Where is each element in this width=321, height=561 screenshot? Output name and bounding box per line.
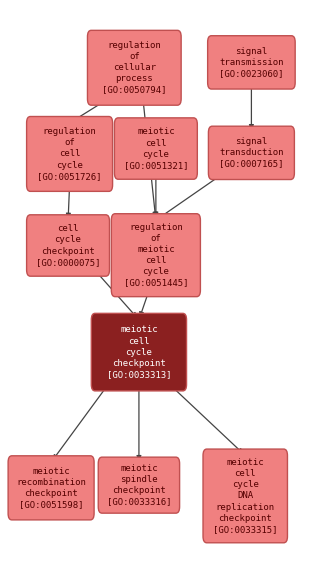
FancyBboxPatch shape <box>27 215 109 276</box>
FancyBboxPatch shape <box>27 117 113 191</box>
Text: meiotic
cell
cycle
DNA
replication
checkpoint
[GO:0033315]: meiotic cell cycle DNA replication check… <box>213 458 277 534</box>
Text: meiotic
cell
cycle
checkpoint
[GO:0033313]: meiotic cell cycle checkpoint [GO:003331… <box>107 325 171 379</box>
Text: signal
transmission
[GO:0023060]: signal transmission [GO:0023060] <box>219 47 284 78</box>
FancyBboxPatch shape <box>87 30 181 105</box>
Text: cell
cycle
checkpoint
[GO:0000075]: cell cycle checkpoint [GO:0000075] <box>36 224 100 266</box>
Text: regulation
of
cell
cycle
[GO:0051726]: regulation of cell cycle [GO:0051726] <box>37 127 102 181</box>
Text: meiotic
spindle
checkpoint
[GO:0033316]: meiotic spindle checkpoint [GO:0033316] <box>107 464 171 507</box>
Text: signal
transduction
[GO:0007165]: signal transduction [GO:0007165] <box>219 137 284 168</box>
Text: regulation
of
meiotic
cell
cycle
[GO:0051445]: regulation of meiotic cell cycle [GO:005… <box>124 223 188 287</box>
FancyBboxPatch shape <box>208 126 294 180</box>
FancyBboxPatch shape <box>91 314 187 391</box>
FancyBboxPatch shape <box>208 36 295 89</box>
FancyBboxPatch shape <box>114 118 197 180</box>
FancyBboxPatch shape <box>203 449 288 543</box>
Text: regulation
of
cellular
process
[GO:0050794]: regulation of cellular process [GO:00507… <box>102 41 167 94</box>
Text: meiotic
recombination
checkpoint
[GO:0051598]: meiotic recombination checkpoint [GO:005… <box>16 467 86 509</box>
Text: meiotic
cell
cycle
[GO:0051321]: meiotic cell cycle [GO:0051321] <box>124 127 188 170</box>
FancyBboxPatch shape <box>8 456 94 520</box>
FancyBboxPatch shape <box>98 457 180 513</box>
FancyBboxPatch shape <box>111 214 200 297</box>
